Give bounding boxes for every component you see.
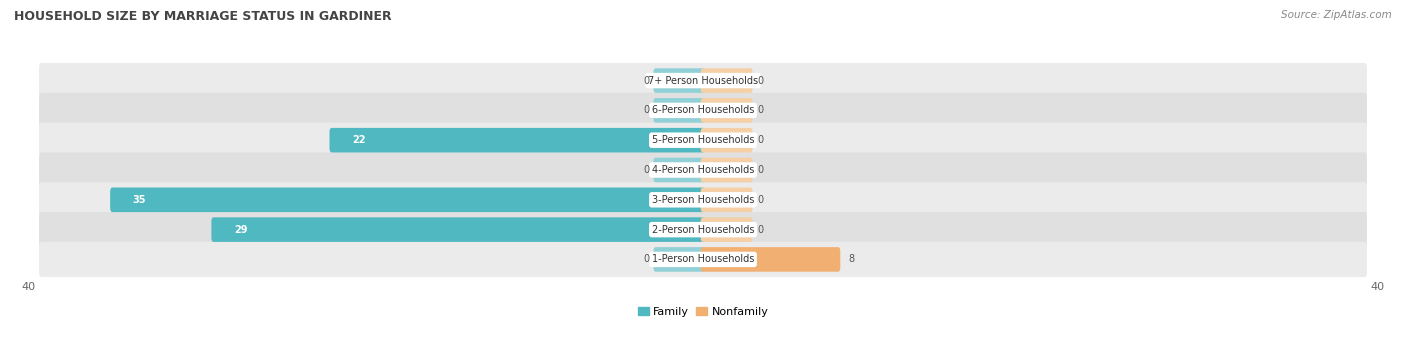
- FancyBboxPatch shape: [654, 68, 706, 93]
- Legend: Family, Nonfamily: Family, Nonfamily: [633, 302, 773, 321]
- FancyBboxPatch shape: [211, 217, 706, 242]
- FancyBboxPatch shape: [700, 188, 752, 212]
- Text: 0: 0: [756, 105, 763, 115]
- Text: 0: 0: [643, 105, 650, 115]
- FancyBboxPatch shape: [700, 158, 752, 182]
- FancyBboxPatch shape: [700, 247, 841, 272]
- FancyBboxPatch shape: [700, 217, 752, 242]
- Text: 0: 0: [756, 225, 763, 235]
- FancyBboxPatch shape: [654, 98, 706, 123]
- Text: 0: 0: [756, 75, 763, 86]
- Text: Source: ZipAtlas.com: Source: ZipAtlas.com: [1281, 10, 1392, 20]
- Text: 1-Person Households: 1-Person Households: [652, 254, 754, 265]
- Text: 4-Person Households: 4-Person Households: [652, 165, 754, 175]
- Text: 0: 0: [643, 165, 650, 175]
- Text: 7+ Person Households: 7+ Person Households: [648, 75, 758, 86]
- FancyBboxPatch shape: [39, 152, 1367, 188]
- Text: 0: 0: [756, 195, 763, 205]
- FancyBboxPatch shape: [329, 128, 706, 152]
- FancyBboxPatch shape: [39, 212, 1367, 247]
- Text: 0: 0: [643, 75, 650, 86]
- Text: 35: 35: [132, 195, 146, 205]
- FancyBboxPatch shape: [700, 68, 752, 93]
- FancyBboxPatch shape: [700, 98, 752, 123]
- Text: 29: 29: [233, 225, 247, 235]
- FancyBboxPatch shape: [39, 123, 1367, 158]
- FancyBboxPatch shape: [110, 188, 706, 212]
- Text: HOUSEHOLD SIZE BY MARRIAGE STATUS IN GARDINER: HOUSEHOLD SIZE BY MARRIAGE STATUS IN GAR…: [14, 10, 392, 23]
- Text: 0: 0: [756, 165, 763, 175]
- FancyBboxPatch shape: [654, 158, 706, 182]
- FancyBboxPatch shape: [700, 128, 752, 152]
- Text: 22: 22: [352, 135, 366, 145]
- FancyBboxPatch shape: [39, 182, 1367, 217]
- Text: 8: 8: [848, 254, 855, 265]
- Text: 6-Person Households: 6-Person Households: [652, 105, 754, 115]
- FancyBboxPatch shape: [39, 63, 1367, 98]
- Text: 3-Person Households: 3-Person Households: [652, 195, 754, 205]
- FancyBboxPatch shape: [39, 93, 1367, 128]
- Text: 2-Person Households: 2-Person Households: [652, 225, 754, 235]
- Text: 0: 0: [756, 135, 763, 145]
- FancyBboxPatch shape: [39, 242, 1367, 277]
- Text: 0: 0: [643, 254, 650, 265]
- Text: 5-Person Households: 5-Person Households: [652, 135, 754, 145]
- FancyBboxPatch shape: [654, 247, 706, 272]
